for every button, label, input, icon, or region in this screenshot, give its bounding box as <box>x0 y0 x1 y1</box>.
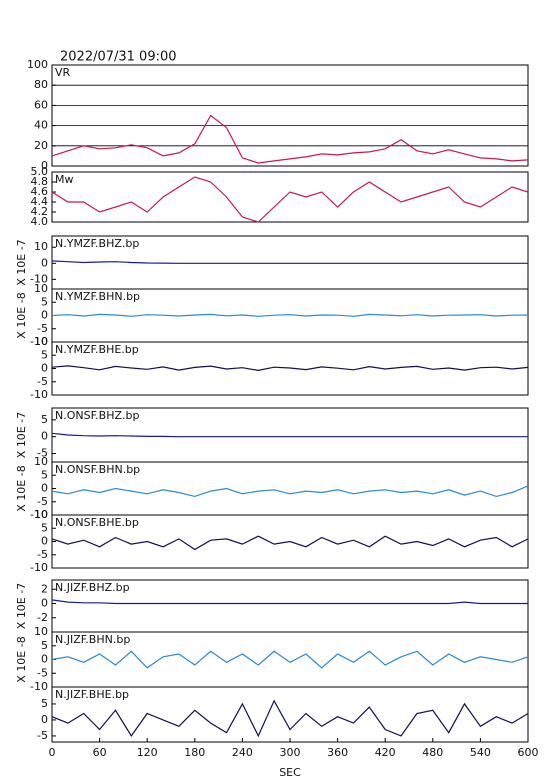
y-tick-label: 5 <box>41 295 48 308</box>
y-tick-label: 80 <box>34 78 48 91</box>
panel-label: N.ONSF.BHZ.bp <box>55 409 139 422</box>
y-tick-label: 4.2 <box>31 205 49 218</box>
x-tick-label: 240 <box>232 746 253 759</box>
y-tick-label: -5 <box>37 666 48 679</box>
y-tick-label: 0 <box>41 713 48 726</box>
y-axis-label: X 10E -8 <box>15 636 28 682</box>
chart-title: 2022/07/31 09:00 <box>60 50 177 65</box>
y-tick-label: 10 <box>34 335 48 348</box>
x-tick-label: 480 <box>422 746 443 759</box>
x-tick-label: 120 <box>137 746 158 759</box>
y-tick-label: -5 <box>37 495 48 508</box>
y-tick-label: -5 <box>37 729 48 742</box>
y-tick-label: 0 <box>41 430 48 443</box>
y-tick-label: -2 <box>37 611 48 624</box>
panel-label: VR <box>55 66 71 79</box>
y-tick-label: 5 <box>41 468 48 481</box>
x-tick-label: 420 <box>375 746 396 759</box>
y-axis-label: X 10E -7 <box>15 583 28 629</box>
panel-label: N.YMZF.BHN.bp <box>55 290 140 303</box>
y-tick-label: 10 <box>34 455 48 468</box>
panel-label: N.JIZF.BHE.bp <box>55 688 129 701</box>
y-tick-label: -5 <box>37 447 48 460</box>
y-tick-label: 10 <box>34 508 48 521</box>
trace <box>51 432 528 438</box>
y-axis-label: X 10E -8 <box>15 292 28 338</box>
panel-label: N.YMZF.BHZ.bp <box>55 237 139 250</box>
y-tick-label: 5.0 <box>31 165 49 178</box>
trace <box>51 599 528 605</box>
x-tick-label: 300 <box>280 746 301 759</box>
x-tick-label: 540 <box>470 746 491 759</box>
x-tick-label: 60 <box>93 746 107 759</box>
y-tick-label: 60 <box>34 98 48 111</box>
trace <box>51 485 529 498</box>
y-tick-label: -5 <box>37 548 48 561</box>
panel-label: N.YMZF.BHE.bp <box>55 343 139 356</box>
y-tick-label: -5 <box>37 322 48 335</box>
y-tick-label: 5 <box>41 639 48 652</box>
y-tick-label: 4.6 <box>31 185 49 198</box>
x-tick-label: 360 <box>327 746 348 759</box>
panel-label: Mw <box>55 173 74 186</box>
y-tick-label: 0 <box>41 309 48 322</box>
x-axis-label: SEC <box>279 766 301 779</box>
y-tick-label: 0 <box>41 597 48 610</box>
panel-label: N.ONSF.BHE.bp <box>55 516 139 529</box>
y-tick-label: 2 <box>41 582 48 595</box>
trace <box>51 535 529 551</box>
trace <box>51 699 529 738</box>
y-tick-label: 5 <box>41 697 48 710</box>
trace <box>51 114 529 164</box>
y-tick-label: 10 <box>34 625 48 638</box>
y-tick-label: 0 <box>41 653 48 666</box>
y-tick-label: 5 <box>41 348 48 361</box>
y-tick-label: 0 <box>41 535 48 548</box>
y-axis-label: X 10E -7 <box>15 412 28 458</box>
y-tick-label: -10 <box>30 335 48 348</box>
y-tick-label: -10 <box>30 680 48 693</box>
y-tick-label: -10 <box>30 388 48 401</box>
y-tick-label: 20 <box>34 139 48 152</box>
y-tick-label: 0 <box>41 159 48 172</box>
y-tick-label: 0 <box>41 362 48 375</box>
x-tick-label: 600 <box>518 746 539 759</box>
y-tick-label: -10 <box>30 508 48 521</box>
y-tick-label: 100 <box>27 58 48 71</box>
y-axis-label: X 10E -7 <box>15 239 28 285</box>
y-tick-label: 4.4 <box>31 195 49 208</box>
y-tick-label: 40 <box>34 119 48 132</box>
x-tick-label: 0 <box>49 746 56 759</box>
trace <box>51 176 529 223</box>
y-tick-label: 10 <box>34 282 48 295</box>
trace <box>51 650 529 669</box>
panel-label: N.ONSF.BHN.bp <box>55 463 140 476</box>
trace <box>51 365 529 372</box>
y-tick-label: 5 <box>41 521 48 534</box>
panel-label: N.JIZF.BHZ.bp <box>55 581 130 594</box>
trace <box>51 260 528 264</box>
y-tick-label: 0 <box>41 256 48 269</box>
y-tick-label: -10 <box>30 561 48 574</box>
y-tick-label: 10 <box>34 240 48 253</box>
y-tick-label: 4.8 <box>31 175 49 188</box>
y-tick-label: 5 <box>41 413 48 426</box>
x-tick-label: 180 <box>184 746 205 759</box>
y-tick-label: -10 <box>30 272 48 285</box>
y-tick-label: -5 <box>37 375 48 388</box>
y-axis-label: X 10E -8 <box>15 465 28 511</box>
y-tick-label: 0 <box>41 482 48 495</box>
trace <box>51 313 529 317</box>
panel-frame <box>51 64 529 167</box>
y-tick-label: 4.0 <box>31 215 49 228</box>
panel-label: N.JIZF.BHN.bp <box>55 633 130 646</box>
panel-frame <box>51 171 529 223</box>
